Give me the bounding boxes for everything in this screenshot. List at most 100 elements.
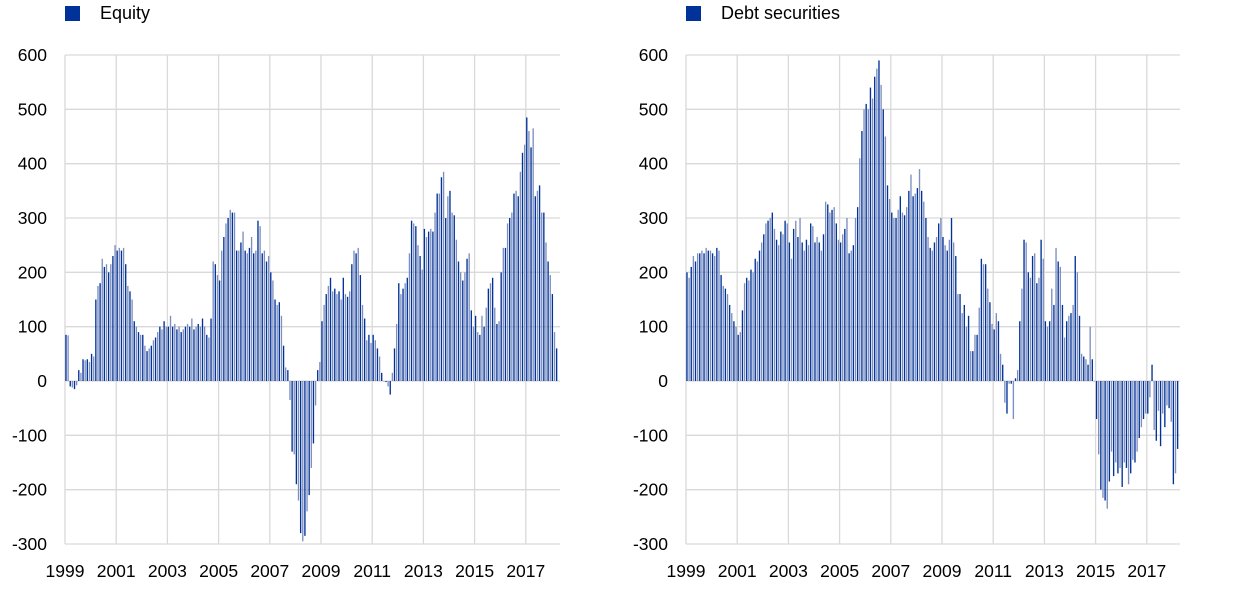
- bar-equity: [99, 283, 101, 381]
- bar-equity: [195, 326, 197, 381]
- bar-debt: [1176, 381, 1179, 449]
- legend-swatch-debt: [686, 6, 701, 21]
- bar-debt: [839, 242, 842, 381]
- bar-debt: [722, 285, 724, 381]
- bar-debt: [724, 288, 727, 381]
- bar-equity: [227, 218, 229, 381]
- bar-debt: [1123, 381, 1125, 463]
- bar-debt: [1127, 381, 1130, 485]
- bar-debt: [1110, 381, 1113, 452]
- bar-debt: [1134, 381, 1136, 463]
- bar-equity: [509, 218, 511, 381]
- y-tick-label-equity: 500: [18, 99, 47, 119]
- bar-equity: [299, 381, 302, 534]
- bar-debt: [812, 226, 814, 381]
- bar-debt: [1044, 321, 1047, 381]
- bar-equity: [430, 228, 432, 381]
- x-tick-label-equity: 2001: [97, 561, 136, 581]
- y-tick-label-debt: 300: [639, 208, 668, 228]
- bar-debt: [940, 218, 942, 381]
- bar-equity: [142, 334, 144, 381]
- bar-debt: [820, 250, 823, 381]
- bar-debt: [876, 68, 878, 381]
- bar-equity: [389, 381, 391, 395]
- bar-equity: [494, 307, 496, 381]
- bar-equity: [80, 372, 82, 381]
- bar-equity: [312, 381, 315, 444]
- bar-equity: [551, 294, 554, 381]
- bar-debt: [690, 266, 692, 381]
- bar-equity: [212, 261, 214, 381]
- bar-debt: [694, 261, 697, 381]
- bar-equity: [485, 307, 487, 381]
- bar-debt: [760, 242, 763, 381]
- bar-equity: [342, 277, 344, 381]
- bar-equity: [282, 345, 285, 381]
- bar-equity: [250, 237, 253, 381]
- bar-equity: [259, 226, 261, 381]
- bar-debt: [844, 228, 846, 381]
- bar-debt: [1025, 242, 1027, 381]
- bar-equity: [131, 299, 133, 381]
- bar-equity: [410, 220, 413, 381]
- bar-debt: [829, 212, 831, 381]
- bar-equity: [393, 348, 396, 381]
- bar-debt: [886, 185, 889, 381]
- x-tick-label-debt: 2007: [871, 561, 910, 581]
- bar-equity: [553, 332, 556, 381]
- bar-equity: [240, 242, 242, 381]
- bar-equity: [65, 334, 67, 381]
- bar-debt: [1051, 288, 1053, 381]
- bar-equity: [114, 245, 116, 381]
- bar-debt: [991, 323, 993, 381]
- bar-equity: [216, 275, 219, 381]
- bar-equity: [491, 277, 494, 381]
- bar-equity: [334, 288, 336, 381]
- bar-debt: [891, 212, 893, 381]
- bar-debt: [786, 223, 788, 381]
- bar-debt: [763, 234, 765, 381]
- bar-equity: [353, 250, 355, 381]
- bar-debt: [1053, 304, 1055, 381]
- bar-debt: [861, 131, 863, 381]
- bar-debt: [814, 242, 816, 381]
- bar-debt: [1089, 326, 1091, 381]
- bar-equity: [404, 283, 406, 381]
- bar-debt: [790, 258, 793, 381]
- bar-debt: [824, 201, 827, 381]
- x-tick-label-equity: 1999: [46, 561, 85, 581]
- bar-equity: [447, 196, 449, 381]
- bar-debt: [1174, 381, 1177, 474]
- bar-equity: [391, 372, 394, 381]
- bar-equity: [536, 190, 539, 381]
- bar-equity: [78, 370, 80, 381]
- bar-debt: [1102, 381, 1104, 498]
- bar-equity: [538, 185, 541, 381]
- bar-debt: [731, 313, 733, 381]
- bar-debt: [938, 223, 940, 381]
- bar-equity: [325, 294, 327, 381]
- bar-equity: [150, 345, 152, 381]
- bar-equity: [314, 381, 317, 406]
- bar-equity: [161, 329, 163, 381]
- bar-equity: [361, 304, 364, 381]
- bar-debt: [1125, 381, 1128, 468]
- bar-equity: [293, 381, 295, 455]
- bar-equity: [75, 381, 78, 386]
- y-tick-label-debt: -200: [633, 480, 668, 500]
- bar-equity: [107, 272, 110, 381]
- bar-debt: [884, 136, 887, 381]
- bar-equity: [511, 212, 513, 381]
- x-tick-label-debt: 2003: [769, 561, 808, 581]
- bar-debt: [716, 247, 718, 381]
- bar-equity: [402, 288, 404, 381]
- x-tick-label-equity: 2005: [199, 561, 238, 581]
- bar-debt: [897, 209, 899, 381]
- bar-debt: [1132, 381, 1134, 460]
- bar-equity: [549, 275, 551, 381]
- bar-debt: [733, 321, 735, 381]
- bar-debt: [923, 201, 925, 381]
- bar-equity: [152, 340, 155, 381]
